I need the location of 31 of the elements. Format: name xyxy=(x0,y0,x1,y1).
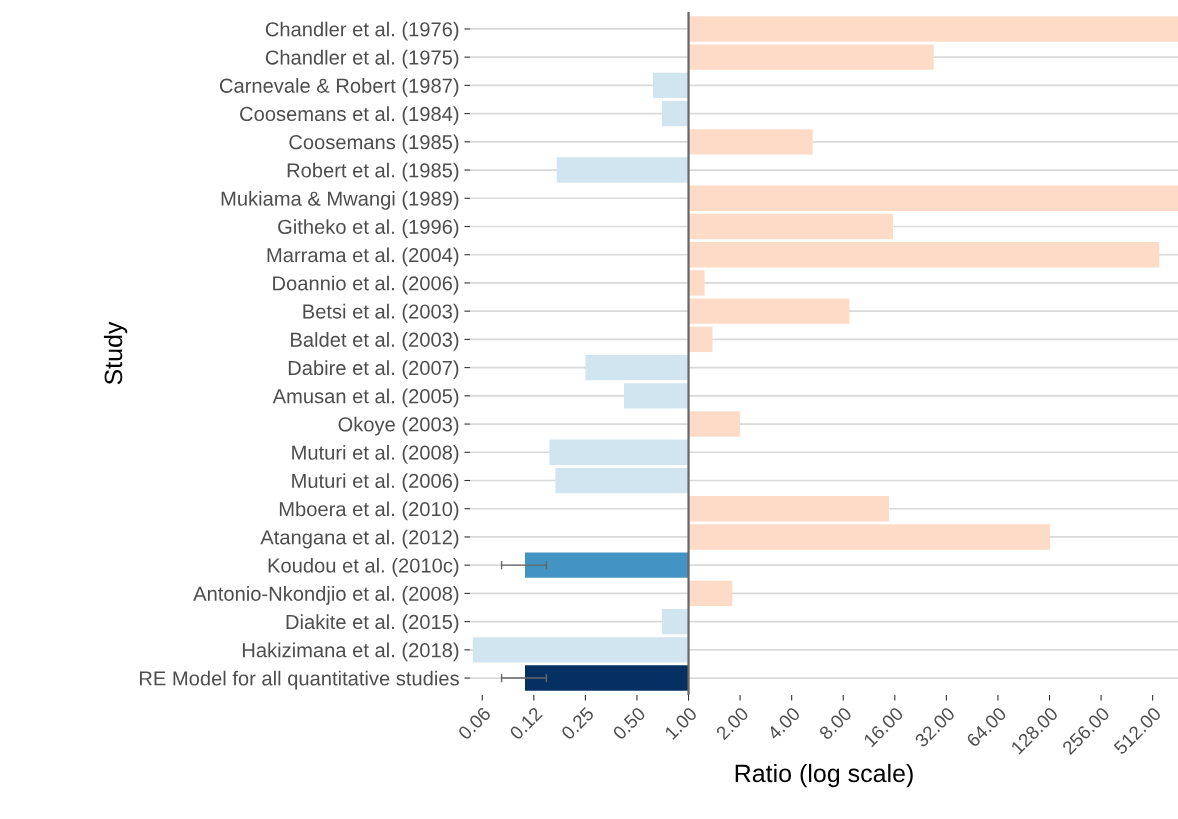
y-tick-label: Muturi et al. (2008) xyxy=(292,444,459,464)
x-tick-label: 0.06 xyxy=(457,706,492,741)
y-tick-label: Okoye (2003) xyxy=(338,416,459,436)
y-tick-label: Githeko et al. (1996) xyxy=(278,219,459,238)
y-tick-label: Mboera et al. (2010) xyxy=(279,501,459,521)
x-tick-label: 8.00 xyxy=(818,706,853,741)
y-tick-label: RE Model for all quantitative studies xyxy=(139,670,459,690)
x-tick-label: 0.50 xyxy=(612,706,647,741)
y-tick-label: Carnevale & Robert (1987) xyxy=(219,78,459,97)
y-tick-label: Chandler et al. (1975) xyxy=(265,49,459,69)
y-tick-label: Mukiama & Mwangi (1989) xyxy=(221,190,459,210)
y-tick-label: Marrama et al. (2004) xyxy=(267,247,459,267)
y-tick-label: Muturi et al. (2006) xyxy=(292,473,459,492)
y-tick-label: Koudou et al. (2010c) xyxy=(268,557,459,577)
x-tick-label: 0.12 xyxy=(508,706,543,741)
y-tick-label: Diakite et al. (2015) xyxy=(286,614,459,634)
y-tick-label: Coosemans (1985) xyxy=(289,134,459,154)
y-tick-label: Hakizimana et al. (2018) xyxy=(242,642,459,662)
y-tick-label: Dabire et al. (2007) xyxy=(288,360,459,380)
y-tick-label: Atangana et al. (2012) xyxy=(260,529,459,549)
y-tick-label: Doannio et al. (2006) xyxy=(273,275,459,295)
y-tick-label: Antonio-Nkondjio et al. (2008) xyxy=(193,586,459,605)
y-tick-label: Coosemans et al. (1984) xyxy=(240,106,459,126)
y-axis-title: Study xyxy=(103,321,128,385)
y-tick-label: Robert et al. (1985) xyxy=(287,162,459,182)
y-tick-label: Betsi et al. (2003) xyxy=(303,303,459,323)
y-tick-label: Baldet et al. (2003) xyxy=(291,332,459,351)
y-tick-label: Amusan et al. (2005) xyxy=(272,388,459,408)
x-tick-label: 4.00 xyxy=(766,706,801,741)
x-axis-title: Ratio (log scale) xyxy=(735,763,913,788)
y-tick-label: Chandler et al. (1976) xyxy=(265,21,459,41)
